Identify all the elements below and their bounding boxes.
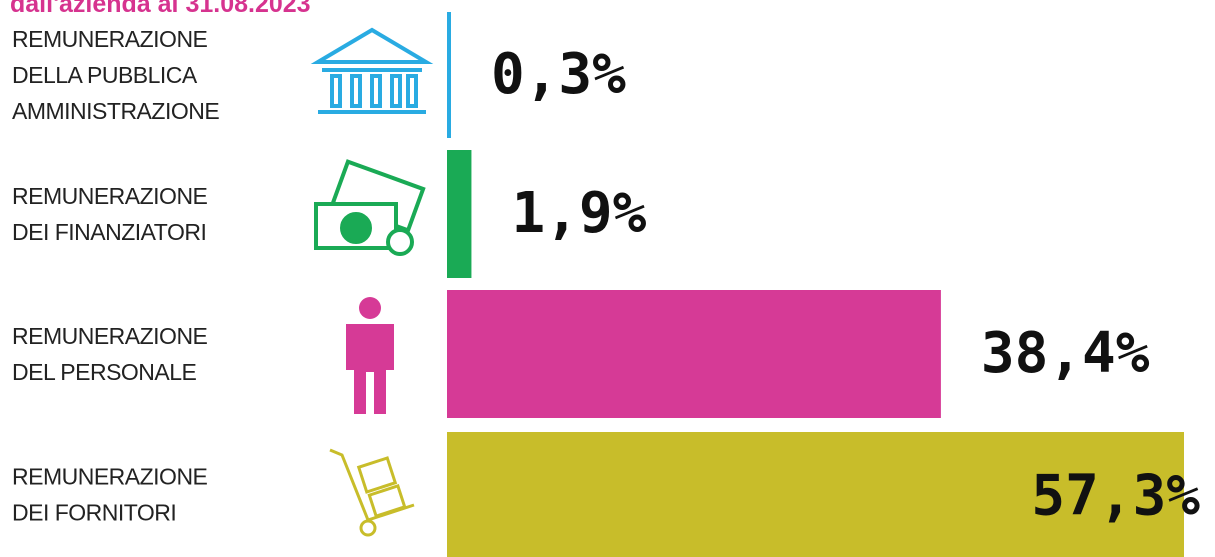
category-label: AMMINISTRAZIONE (12, 98, 219, 124)
icon-column (406, 74, 418, 108)
category-label: DEI FORNITORI (12, 500, 176, 526)
icon (310, 27, 434, 114)
icon-coin (340, 212, 372, 244)
icon-wheel (359, 519, 377, 537)
icon (346, 297, 394, 414)
icon-box (356, 456, 398, 494)
icon-head (359, 297, 381, 319)
bar (447, 12, 451, 138)
bar (447, 432, 1184, 557)
category-label: DELLA PUBBLICA (12, 62, 198, 88)
chart-title: dall'azienda al 31.08.2023 (10, 0, 311, 18)
icon-column (330, 74, 342, 108)
bar (447, 290, 941, 418)
value-label: 38,4% (981, 321, 1150, 386)
icon-column (370, 74, 382, 108)
category-label: DEL PERSONALE (12, 359, 197, 385)
icon-coin (386, 228, 414, 256)
bar (447, 150, 472, 278)
category-label: DEI FINANZIATORI (12, 219, 206, 245)
icon-roof (310, 27, 434, 64)
icon (329, 448, 415, 537)
value-label: 0,3% (491, 42, 626, 107)
category-label: REMUNERAZIONE (12, 464, 208, 490)
category-label: REMUNERAZIONE (12, 26, 208, 52)
icon-box (367, 484, 407, 518)
icon-column (390, 74, 402, 108)
category-label: REMUNERAZIONE (12, 183, 208, 209)
icon-column (350, 74, 362, 108)
icon-cart (329, 448, 415, 522)
value-label: 1,9% (511, 181, 646, 246)
category-label: REMUNERAZIONE (12, 323, 208, 349)
icon-body (346, 324, 394, 414)
value-label: 57,3% (1031, 464, 1200, 529)
icon (314, 159, 426, 256)
